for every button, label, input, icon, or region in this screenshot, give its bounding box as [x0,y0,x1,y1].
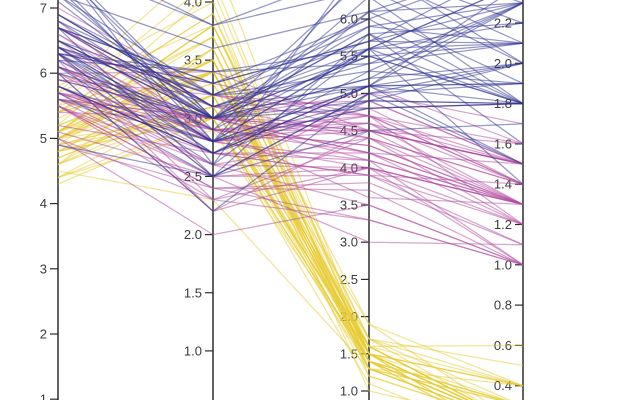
axis-1-tick-label: 3 [40,261,47,276]
axis-1-tick-label: 1 [40,392,47,400]
axis-3-tick-label: 3.0 [340,235,358,250]
axis-1-tick-label: 6 [40,66,47,81]
axis-3-tick-label: 1.0 [340,384,358,399]
axis-2-tick-label: 1.0 [184,343,202,358]
data-line-blue [57,123,524,178]
axis-4-tick-label: 0.8 [494,298,512,313]
series-blue [57,0,524,213]
data-line-blue [57,46,524,108]
axis-4-tick-label: 1.0 [494,257,512,272]
data-line-magenta [57,85,524,226]
data-line-blue [57,72,524,213]
data-line-blue [57,27,524,178]
data-line-blue [57,2,524,108]
data-line-magenta [57,105,524,206]
data-line-blue [57,53,524,178]
data-line-yellow [57,47,441,400]
data-line-blue [57,48,524,131]
data-line-magenta [57,131,524,246]
data-line-magenta [57,98,524,246]
data-line-blue [57,22,524,143]
data-line-yellow [57,12,524,387]
data-line-blue [57,46,524,154]
axis-2-tick-label: 2.0 [184,227,202,242]
axis-2-tick-label: 4.0 [184,0,202,10]
axis-4-tick-label: 1.6 [494,136,512,151]
axis-1-tick-label: 5 [40,131,47,146]
data-line-yellow [57,59,524,348]
data-line-yellow [57,82,524,367]
data-line-blue [86,0,524,166]
axis-4-tick-label: 1.2 [494,217,512,232]
axis-1-tick-label: 2 [40,327,47,342]
data-line-blue [57,0,485,108]
data-line-blue [57,66,524,119]
data-line-blue [57,82,524,154]
data-line-magenta [57,92,524,205]
data-line-blue [57,79,524,119]
data-line-magenta [57,92,524,206]
data-line-blue [57,0,423,85]
data-line-blue [64,0,524,105]
data-line-yellow [57,170,502,400]
axis-1-tick-label: 4 [40,196,47,211]
data-line-blue [70,0,408,50]
data-line-blue [57,2,524,73]
data-line-magenta [57,105,524,266]
data-line-yellow [57,117,412,400]
axis-2-tick-label: 1.5 [184,285,202,300]
data-line-blue [89,0,524,120]
data-line-magenta [57,33,524,185]
data-line-blue [94,0,524,120]
data-line-blue [57,0,452,85]
data-line-blue [57,40,524,119]
data-line-blue [57,62,524,143]
axis-1-tick-label: 7 [40,1,47,16]
data-line-yellow [57,36,470,400]
data-line-blue [57,2,524,96]
data-line-blue [74,0,524,143]
axis-4-tick-label: 1.4 [494,177,512,192]
data-line-blue [57,2,524,96]
data-line-blue [57,72,524,119]
data-line-yellow [57,12,524,387]
axis-1: 7 6 5 4 3 2 1 [40,0,59,400]
data-line-blue [159,0,524,64]
